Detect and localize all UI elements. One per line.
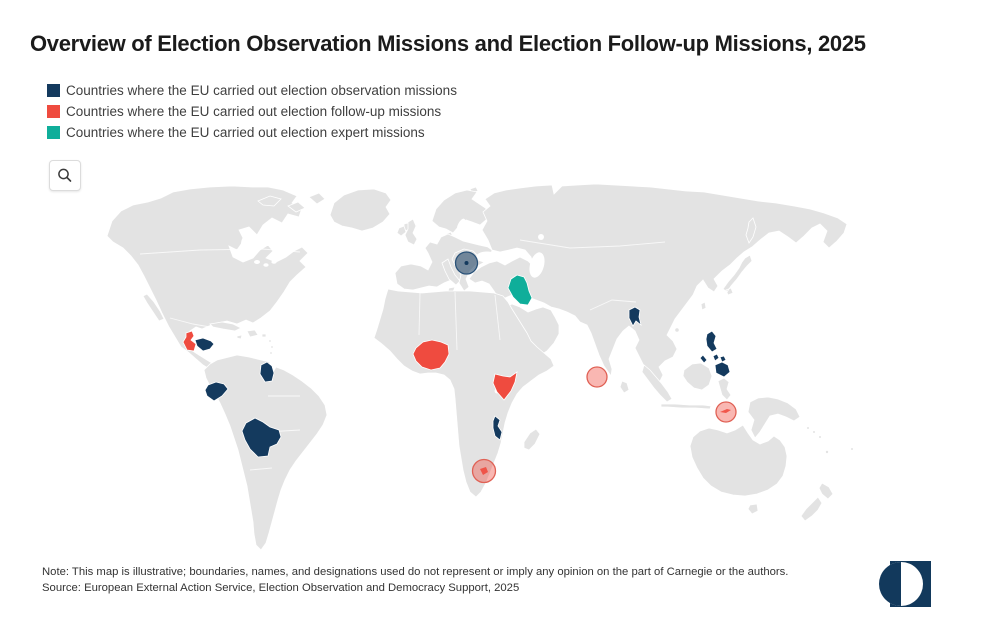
- great-lakes: [271, 260, 277, 264]
- map-source: Source: European External Action Service…: [42, 582, 520, 594]
- country-bolivia[interactable]: [241, 417, 282, 458]
- landmass-tasmania: [747, 503, 759, 515]
- baltic-sea: [456, 218, 466, 232]
- landmass-pacific-island: [818, 435, 822, 439]
- landmass-arctic-islands: [257, 186, 563, 213]
- landmass-greenland: [329, 188, 392, 232]
- country-guyana[interactable]: [259, 361, 275, 383]
- legend: Countries where the EU carried out elect…: [47, 80, 457, 143]
- landmass-baja-california: [142, 293, 165, 322]
- follow-up-countries: [182, 330, 518, 401]
- border-lines: [139, 239, 666, 471]
- landmass-japan-korea-islands: [700, 217, 757, 311]
- landmass-north-america: [106, 185, 309, 371]
- aral-sea: [538, 234, 544, 240]
- page-title: Overview of Election Observation Mission…: [30, 30, 866, 56]
- landmass-new-guinea: [747, 396, 801, 439]
- carnegie-logo: [878, 560, 932, 613]
- great-lakes: [254, 260, 260, 264]
- legend-swatch-follow-up: [47, 105, 60, 118]
- marker-maldives[interactable]: [586, 366, 608, 388]
- landmass-pacific-island: [850, 447, 854, 451]
- country-nigeria[interactable]: [412, 339, 450, 371]
- landmass-antilles-dot: [268, 339, 272, 343]
- legend-label-expert: Countries where the EU carried out elect…: [66, 125, 425, 140]
- country-malawi[interactable]: [492, 415, 503, 441]
- landmass-new-zealand: [800, 482, 834, 522]
- carnegie-logo-icon: [879, 561, 931, 607]
- country-bangladesh[interactable]: [628, 306, 642, 327]
- expert-countries: [507, 274, 533, 306]
- observation-countries: [194, 306, 731, 458]
- great-lakes: [263, 263, 269, 267]
- landmass-sri-lanka: [619, 380, 630, 394]
- landmass-indonesia: [641, 362, 732, 410]
- country-ecuador[interactable]: [204, 381, 229, 402]
- landmass-madagascar: [523, 428, 541, 451]
- country-philippines[interactable]: [699, 330, 731, 378]
- landmass-pacific-island: [806, 426, 810, 430]
- legend-item-observation: Countries where the EU carried out elect…: [47, 80, 457, 101]
- legend-item-follow-up: Countries where the EU carried out elect…: [47, 101, 457, 122]
- landmass-caribbean: [209, 321, 267, 340]
- caspian-sea: [529, 252, 545, 278]
- map-zoom-button[interactable]: [49, 160, 81, 191]
- map-note: Note: This map is illustrative; boundari…: [42, 566, 789, 578]
- marker-layer: [454, 251, 737, 484]
- landmass-pacific-island: [812, 430, 816, 434]
- landmass-antilles-dot: [269, 351, 273, 355]
- landmass-british-isles: [396, 218, 418, 246]
- landmass-hainan: [674, 327, 680, 333]
- landmass-layer: [106, 183, 854, 551]
- landmass-africa: [373, 288, 555, 498]
- marker-kosovo-dot: [464, 261, 469, 265]
- marker-lesotho-dot: [480, 467, 488, 475]
- country-guatemala[interactable]: [182, 330, 197, 352]
- country-honduras[interactable]: [194, 337, 215, 352]
- legend-label-follow-up: Countries where the EU carried out elect…: [66, 104, 442, 119]
- landmass-pacific-island: [825, 449, 830, 454]
- country-iraq[interactable]: [507, 274, 533, 306]
- black-sea: [476, 251, 498, 263]
- legend-swatch-observation: [47, 84, 60, 97]
- legend-label-observation: Countries where the EU carried out elect…: [66, 83, 457, 98]
- magnifier-icon: [58, 168, 72, 182]
- landmass-antilles-dot: [270, 345, 274, 349]
- legend-swatch-expert: [47, 126, 60, 139]
- landmass-scandinavia: [431, 189, 491, 241]
- hudson-bay: [241, 234, 257, 254]
- country-kenya[interactable]: [492, 371, 518, 401]
- landmass-australia: [689, 424, 788, 497]
- marker-timor-leste-dot: [720, 409, 731, 413]
- legend-item-expert: Countries where the EU carried out elect…: [47, 122, 457, 143]
